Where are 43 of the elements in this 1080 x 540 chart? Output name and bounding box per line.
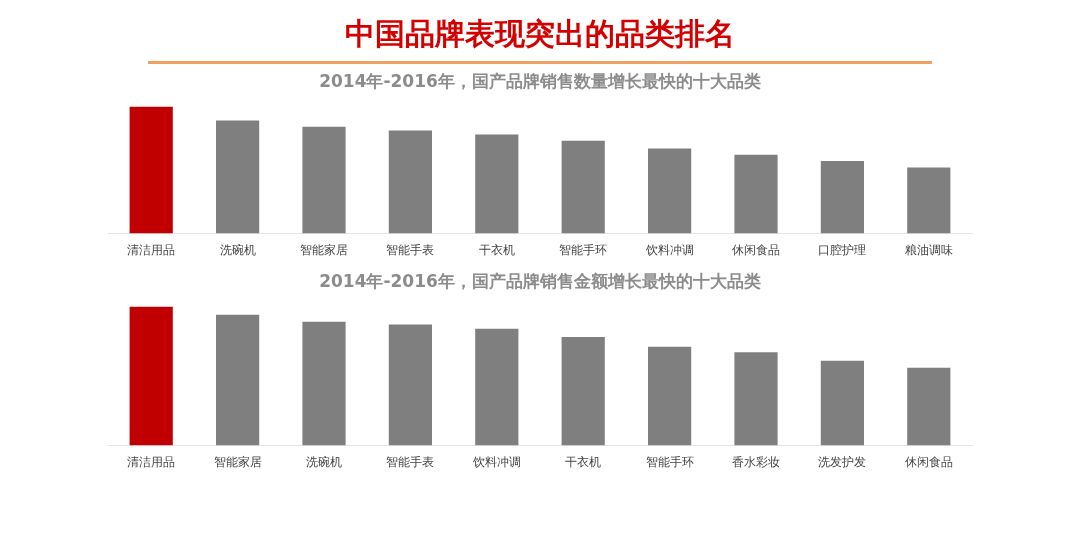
bar <box>475 328 519 446</box>
x-tick-label: 智能手表 <box>386 454 435 469</box>
x-tick-label: 休闲食品 <box>732 242 780 257</box>
x-tick-label: 香水彩妆 <box>732 454 780 469</box>
x-tick-label: 智能手环 <box>645 454 694 469</box>
x-tick-label: 清洁用品 <box>127 454 176 469</box>
x-tick-label: 智能家居 <box>213 454 262 469</box>
bar <box>907 367 951 446</box>
bar <box>129 306 173 446</box>
x-tick-label: 干衣机 <box>565 454 602 469</box>
x-tick-label: 休闲食品 <box>904 454 953 469</box>
chart-subtitle: 2014年-2016年，国产品牌销售金额增长最快的十大品类 <box>319 270 761 291</box>
bar <box>129 106 173 234</box>
chart-subtitle: 2014年-2016年，国产品牌销售数量增长最快的十大品类 <box>319 70 761 91</box>
x-tick-label: 饮料冲调 <box>471 454 521 469</box>
x-tick-label: 洗发护发 <box>818 454 867 469</box>
bar <box>302 321 346 446</box>
bar <box>820 161 864 234</box>
x-tick-label: 清洁用品 <box>127 242 176 257</box>
bar <box>561 337 605 446</box>
bar <box>216 314 260 446</box>
bar <box>388 130 432 234</box>
chart-title: 中国品牌表现突出的品类排名 <box>148 8 932 64</box>
x-tick-label: 干衣机 <box>478 242 515 257</box>
x-tick-label: 洗碗机 <box>306 454 342 469</box>
x-tick-label: 智能家居 <box>300 242 348 257</box>
bar <box>820 360 864 446</box>
bar <box>216 120 260 234</box>
x-tick-label: 洗碗机 <box>219 242 256 257</box>
bar <box>648 346 692 446</box>
bar <box>302 126 346 234</box>
x-tick-label: 饮料冲调 <box>644 242 694 257</box>
bar <box>734 352 778 446</box>
bar <box>734 154 778 234</box>
x-tick-label: 智能手表 <box>386 242 435 257</box>
x-tick-label: 口腔护理 <box>818 242 867 257</box>
bar <box>475 134 519 234</box>
bar <box>388 324 432 446</box>
x-tick-label: 智能手环 <box>559 242 608 257</box>
x-tick-label: 粮油调味 <box>904 242 953 257</box>
bar <box>561 140 605 234</box>
bar <box>648 148 692 234</box>
bar <box>907 167 951 234</box>
